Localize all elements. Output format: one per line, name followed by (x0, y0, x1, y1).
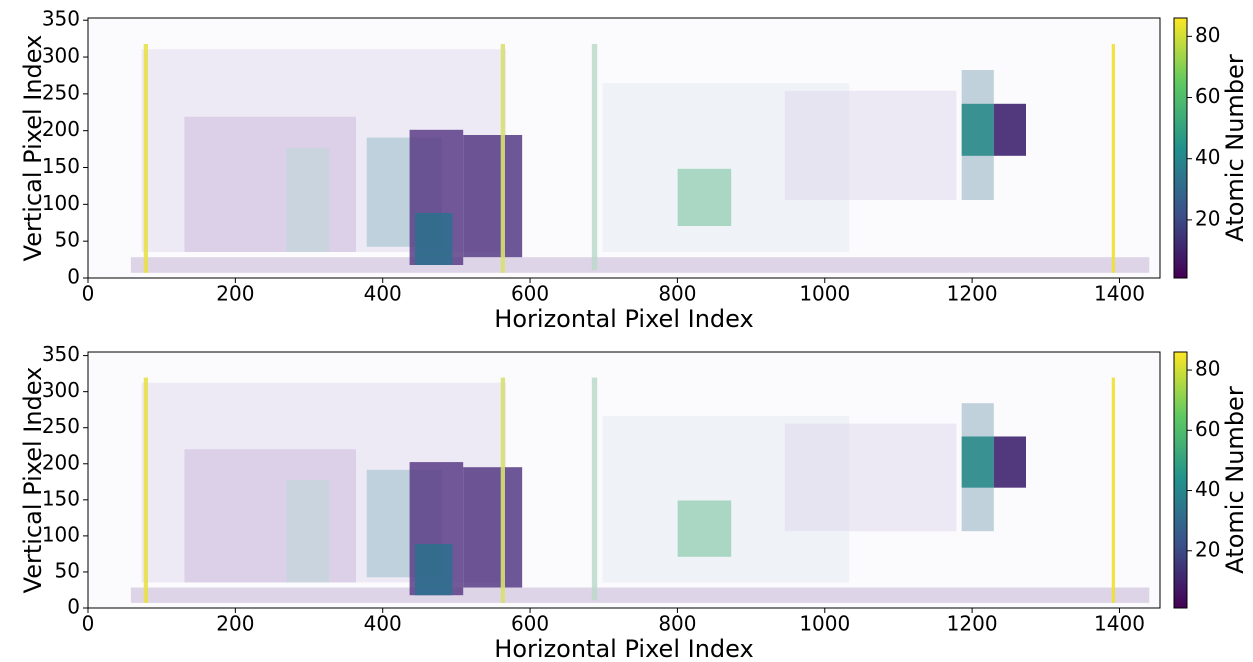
image-region (463, 135, 523, 258)
y-tick-label: 50 (55, 558, 80, 582)
image-region (784, 90, 957, 200)
image-region (677, 168, 732, 226)
x-tick-label: 200 (216, 282, 254, 306)
colorbar-tick-label: 20 (1195, 206, 1220, 230)
y-tick-label: 300 (42, 378, 80, 402)
x-axis-label: Horizontal Pixel Index (494, 305, 753, 333)
image-region (591, 44, 598, 271)
image-region (500, 44, 506, 273)
y-axis-label: Vertical Pixel Index (19, 367, 47, 594)
image-region (1111, 44, 1115, 273)
x-tick-label: 1000 (799, 282, 850, 306)
y-tick-label: 50 (55, 228, 80, 252)
x-tick-label: 0 (82, 282, 95, 306)
x-tick-label: 400 (364, 282, 402, 306)
x-tick-label: 0 (82, 612, 95, 636)
y-tick-label: 200 (42, 450, 80, 474)
y-tick-label: 0 (67, 595, 80, 619)
image-region (286, 480, 330, 583)
colorbar-label: Atomic Number (1221, 386, 1249, 574)
colorbar (1173, 351, 1188, 609)
image-region (130, 587, 1150, 603)
colorbar-tick-label: 40 (1195, 477, 1220, 501)
colorbar-tick-label: 80 (1195, 357, 1220, 381)
image-region (961, 103, 994, 156)
plot-frame (87, 351, 1161, 609)
y-axis-label: Vertical Pixel Index (19, 35, 47, 262)
image-region (414, 544, 453, 596)
image-region (143, 44, 149, 273)
colorbar-tick-label: 40 (1195, 145, 1220, 169)
image-region (1111, 377, 1115, 603)
x-tick-label: 1200 (947, 282, 998, 306)
image-region (784, 423, 957, 532)
image-region (961, 436, 994, 488)
y-tick-label: 350 (42, 342, 80, 366)
image-region (184, 449, 356, 583)
colorbar (1173, 17, 1188, 279)
colorbar-tick-label: 60 (1195, 417, 1220, 441)
y-tick-label: 0 (67, 265, 80, 289)
x-tick-label: 600 (511, 612, 549, 636)
image-region (130, 257, 1150, 273)
x-axis-label: Horizontal Pixel Index (494, 635, 753, 662)
image-region (993, 436, 1026, 488)
image-region (993, 103, 1026, 156)
image-region (143, 377, 149, 603)
y-tick-label: 150 (42, 486, 80, 510)
x-tick-label: 1000 (799, 612, 850, 636)
image-region (414, 213, 453, 265)
colorbar-label: Atomic Number (1221, 54, 1249, 242)
x-tick-label: 1400 (1094, 612, 1145, 636)
image-region (463, 467, 523, 588)
y-tick-label: 250 (42, 414, 80, 438)
image-region (677, 500, 732, 557)
plot-frame (87, 17, 1161, 279)
image-region (286, 148, 330, 252)
image-region (184, 116, 356, 252)
x-tick-label: 200 (216, 612, 254, 636)
y-tick-label: 100 (42, 191, 80, 215)
colorbar-tick-label: 60 (1195, 84, 1220, 108)
y-tick-label: 350 (42, 7, 80, 31)
y-tick-label: 200 (42, 117, 80, 141)
image-region (500, 377, 506, 603)
colorbar-tick-label: 20 (1195, 537, 1220, 561)
y-tick-label: 250 (42, 80, 80, 104)
colorbar-tick-label: 80 (1195, 23, 1220, 47)
y-tick-label: 300 (42, 44, 80, 68)
x-tick-label: 1200 (947, 612, 998, 636)
x-tick-label: 1400 (1094, 282, 1145, 306)
x-tick-label: 400 (364, 612, 402, 636)
x-tick-label: 600 (511, 282, 549, 306)
y-tick-label: 150 (42, 154, 80, 178)
x-tick-label: 800 (658, 282, 696, 306)
y-tick-label: 100 (42, 522, 80, 546)
image-region (591, 377, 598, 601)
x-tick-label: 800 (658, 612, 696, 636)
